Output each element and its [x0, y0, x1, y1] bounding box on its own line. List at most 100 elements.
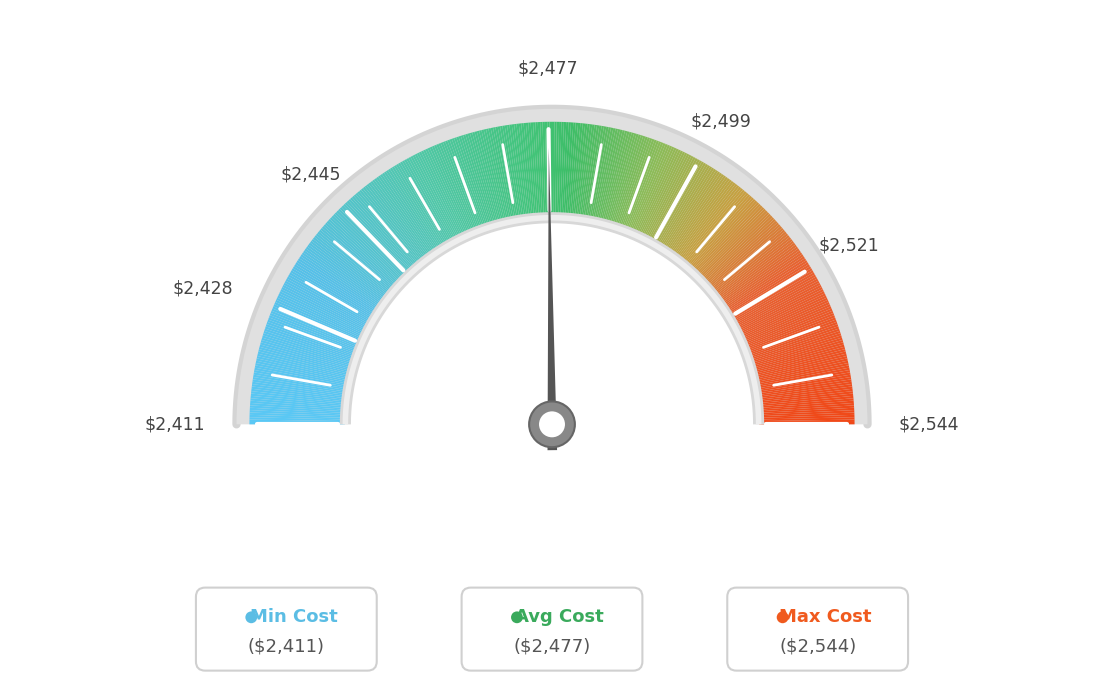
Wedge shape: [643, 152, 688, 239]
Wedge shape: [264, 328, 355, 360]
Wedge shape: [718, 243, 795, 302]
Polygon shape: [346, 218, 758, 424]
Wedge shape: [597, 129, 620, 223]
Wedge shape: [730, 270, 814, 321]
Wedge shape: [259, 347, 352, 373]
Wedge shape: [749, 328, 840, 360]
Wedge shape: [580, 124, 595, 219]
Text: $2,521: $2,521: [818, 236, 879, 254]
Wedge shape: [729, 268, 813, 319]
Wedge shape: [454, 137, 487, 229]
Wedge shape: [268, 317, 359, 353]
Wedge shape: [560, 122, 566, 218]
Wedge shape: [708, 226, 782, 290]
Wedge shape: [650, 158, 698, 244]
Wedge shape: [382, 172, 437, 253]
Wedge shape: [712, 233, 788, 295]
Wedge shape: [675, 181, 734, 259]
Wedge shape: [746, 322, 838, 356]
Wedge shape: [449, 139, 484, 230]
Wedge shape: [252, 384, 348, 398]
Wedge shape: [376, 177, 433, 256]
Wedge shape: [514, 124, 528, 219]
Wedge shape: [396, 164, 447, 247]
Wedge shape: [593, 128, 614, 222]
Wedge shape: [333, 214, 404, 282]
Wedge shape: [425, 148, 467, 237]
Wedge shape: [423, 150, 466, 237]
Wedge shape: [586, 126, 604, 221]
Wedge shape: [591, 127, 611, 221]
Wedge shape: [261, 342, 353, 370]
Wedge shape: [605, 132, 631, 225]
Wedge shape: [322, 226, 396, 290]
Wedge shape: [262, 337, 354, 366]
Wedge shape: [262, 335, 354, 365]
Wedge shape: [679, 185, 740, 262]
Wedge shape: [752, 349, 846, 375]
Wedge shape: [754, 363, 849, 384]
Wedge shape: [649, 157, 696, 242]
Wedge shape: [750, 335, 842, 365]
Wedge shape: [719, 244, 797, 303]
Wedge shape: [282, 287, 368, 332]
Wedge shape: [683, 191, 746, 266]
Wedge shape: [757, 386, 852, 400]
Wedge shape: [747, 326, 839, 359]
Wedge shape: [542, 122, 548, 218]
Wedge shape: [645, 154, 689, 240]
Wedge shape: [266, 322, 358, 356]
Wedge shape: [735, 285, 821, 331]
Wedge shape: [627, 142, 664, 233]
Wedge shape: [590, 127, 608, 221]
Wedge shape: [714, 237, 792, 297]
Wedge shape: [443, 141, 479, 232]
Wedge shape: [251, 398, 347, 408]
Wedge shape: [269, 313, 360, 350]
Text: ($2,477): ($2,477): [513, 638, 591, 656]
Wedge shape: [535, 122, 542, 218]
Wedge shape: [555, 122, 559, 218]
Wedge shape: [402, 160, 452, 245]
Wedge shape: [680, 187, 741, 263]
Wedge shape: [752, 347, 845, 373]
Wedge shape: [690, 199, 755, 271]
Wedge shape: [252, 382, 348, 397]
Wedge shape: [661, 168, 714, 250]
Wedge shape: [350, 197, 415, 270]
Wedge shape: [671, 177, 728, 256]
Wedge shape: [317, 231, 393, 294]
Wedge shape: [753, 354, 847, 377]
Wedge shape: [507, 125, 523, 220]
Wedge shape: [659, 165, 710, 248]
Wedge shape: [367, 184, 426, 261]
Wedge shape: [598, 130, 623, 224]
Wedge shape: [413, 155, 458, 241]
Text: Avg Cost: Avg Cost: [514, 609, 604, 627]
Wedge shape: [757, 388, 852, 402]
Wedge shape: [694, 206, 763, 276]
Wedge shape: [256, 361, 350, 382]
Wedge shape: [479, 130, 503, 224]
Wedge shape: [719, 246, 798, 304]
Wedge shape: [331, 215, 403, 283]
Wedge shape: [378, 175, 435, 255]
Wedge shape: [758, 415, 854, 420]
Text: Min Cost: Min Cost: [250, 609, 338, 627]
Wedge shape: [755, 370, 850, 388]
Wedge shape: [625, 141, 661, 232]
Wedge shape: [250, 417, 346, 421]
Wedge shape: [569, 123, 578, 219]
Wedge shape: [684, 193, 749, 267]
Wedge shape: [257, 356, 351, 380]
Wedge shape: [746, 319, 837, 355]
Wedge shape: [758, 422, 854, 424]
Wedge shape: [742, 306, 831, 345]
Wedge shape: [758, 405, 854, 413]
Wedge shape: [273, 306, 362, 345]
FancyBboxPatch shape: [461, 588, 643, 671]
Wedge shape: [604, 131, 629, 225]
Wedge shape: [251, 401, 346, 410]
Wedge shape: [279, 291, 367, 335]
Wedge shape: [436, 144, 475, 233]
